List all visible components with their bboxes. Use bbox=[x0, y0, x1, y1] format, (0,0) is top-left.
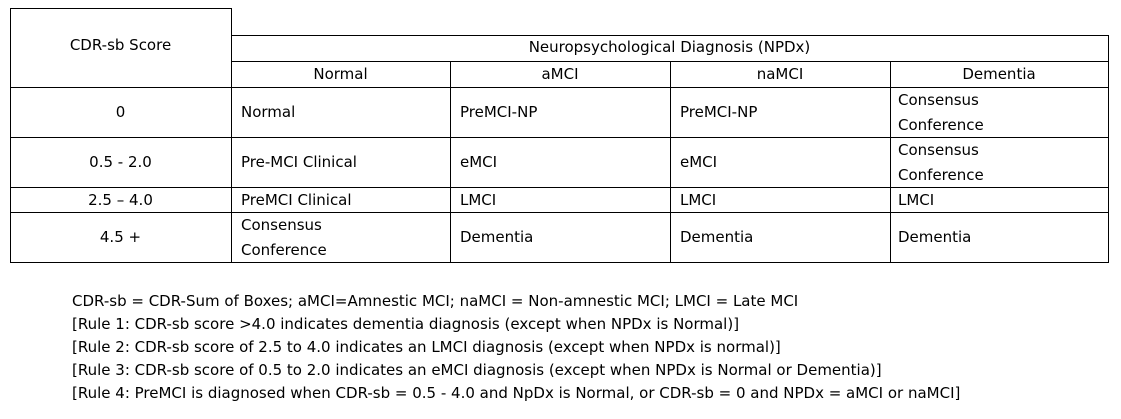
score-cell: 4.5 + bbox=[10, 213, 231, 262]
group-header: Neuropsychological Diagnosis (NPDx) bbox=[528, 38, 811, 56]
column-header-namci: naMCI bbox=[756, 65, 804, 83]
table-border bbox=[670, 61, 671, 263]
cell-text: Dementia bbox=[460, 228, 534, 246]
cell-text: Pre-MCI Clinical bbox=[241, 153, 357, 171]
abbreviations-note: CDR-sb = CDR-Sum of Boxes; aMCI=Amnestic… bbox=[72, 292, 799, 310]
table-cell: eMCI bbox=[680, 138, 885, 187]
table-cell: Consensus Conference bbox=[241, 213, 446, 263]
table-border bbox=[890, 61, 891, 263]
rule-1-note: [Rule 1: CDR-sb score >4.0 indicates dem… bbox=[72, 315, 740, 333]
score-cell: 0.5 - 2.0 bbox=[10, 138, 231, 187]
table-border bbox=[10, 262, 1108, 263]
cell-text: Conference bbox=[898, 116, 984, 134]
table-cell: LMCI bbox=[460, 188, 665, 212]
table-cell: Pre-MCI Clinical bbox=[241, 138, 446, 187]
table-cell: Dementia bbox=[460, 213, 665, 262]
cell-text: PreMCI-NP bbox=[460, 103, 538, 121]
table-notes: CDR-sb = CDR-Sum of Boxes; aMCI=Amnestic… bbox=[72, 290, 960, 405]
table-border bbox=[10, 8, 11, 263]
table-border bbox=[10, 87, 1108, 88]
cell-text: PreMCI-NP bbox=[680, 103, 758, 121]
cell-text: Normal bbox=[241, 103, 296, 121]
score-cell: 2.5 – 4.0 bbox=[10, 188, 231, 212]
cell-text: LMCI bbox=[898, 190, 935, 209]
table-cell: Dementia bbox=[898, 213, 1103, 262]
table-border bbox=[10, 8, 231, 9]
table-cell: eMCI bbox=[460, 138, 665, 187]
table-cell: PreMCI-NP bbox=[680, 88, 885, 137]
table-border bbox=[10, 137, 1108, 138]
table-border bbox=[10, 212, 1108, 213]
cell-text: LMCI bbox=[680, 190, 717, 209]
column-header-amci: aMCI bbox=[541, 65, 579, 83]
cell-text: Consensus bbox=[898, 91, 979, 109]
table-border bbox=[1108, 35, 1109, 263]
row-header-title: CDR-sb Score bbox=[69, 36, 172, 54]
table-border bbox=[450, 61, 451, 263]
cell-text: eMCI bbox=[680, 153, 718, 171]
cell-text: Dementia bbox=[898, 228, 972, 246]
table-border bbox=[231, 8, 232, 263]
table-cell: PreMCI Clinical bbox=[241, 188, 446, 212]
score-value: 4.5 + bbox=[99, 228, 142, 246]
table-cell: Dementia bbox=[680, 213, 885, 262]
score-value: 0 bbox=[115, 103, 126, 121]
cell-text: eMCI bbox=[460, 153, 498, 171]
table-cell: Normal bbox=[241, 88, 446, 137]
table-cell: Consensus Conference bbox=[898, 88, 1103, 138]
cell-text: PreMCI Clinical bbox=[241, 190, 352, 209]
table-cell: PreMCI-NP bbox=[460, 88, 665, 137]
column-header-dementia: Dementia bbox=[962, 65, 1036, 83]
table-border bbox=[231, 61, 1108, 62]
cell-text: LMCI bbox=[460, 190, 497, 209]
cell-text: Conference bbox=[898, 166, 984, 184]
table-border bbox=[231, 35, 1108, 36]
rule-3-note: [Rule 3: CDR-sb score of 0.5 to 2.0 indi… bbox=[72, 361, 882, 379]
rule-4-note: [Rule 4: PreMCI is diagnosed when CDR-sb… bbox=[72, 384, 961, 402]
rule-2-note: [Rule 2: CDR-sb score of 2.5 to 4.0 indi… bbox=[72, 338, 781, 356]
score-value: 2.5 – 4.0 bbox=[88, 190, 153, 209]
table-cell: Consensus Conference bbox=[898, 138, 1103, 188]
cell-text: Consensus bbox=[241, 216, 322, 234]
table-cell: LMCI bbox=[898, 188, 1103, 212]
table-cell: LMCI bbox=[680, 188, 885, 212]
cell-text: Conference bbox=[241, 241, 327, 259]
score-cell: 0 bbox=[10, 88, 231, 137]
cell-text: Dementia bbox=[680, 228, 754, 246]
cell-text: Consensus bbox=[898, 141, 979, 159]
table-border bbox=[10, 187, 1108, 188]
column-header-normal: Normal bbox=[313, 65, 368, 83]
diagnosis-table: CDR-sb Score Neuropsychological Diagnosi… bbox=[10, 8, 1109, 263]
score-value: 0.5 - 2.0 bbox=[89, 153, 152, 171]
